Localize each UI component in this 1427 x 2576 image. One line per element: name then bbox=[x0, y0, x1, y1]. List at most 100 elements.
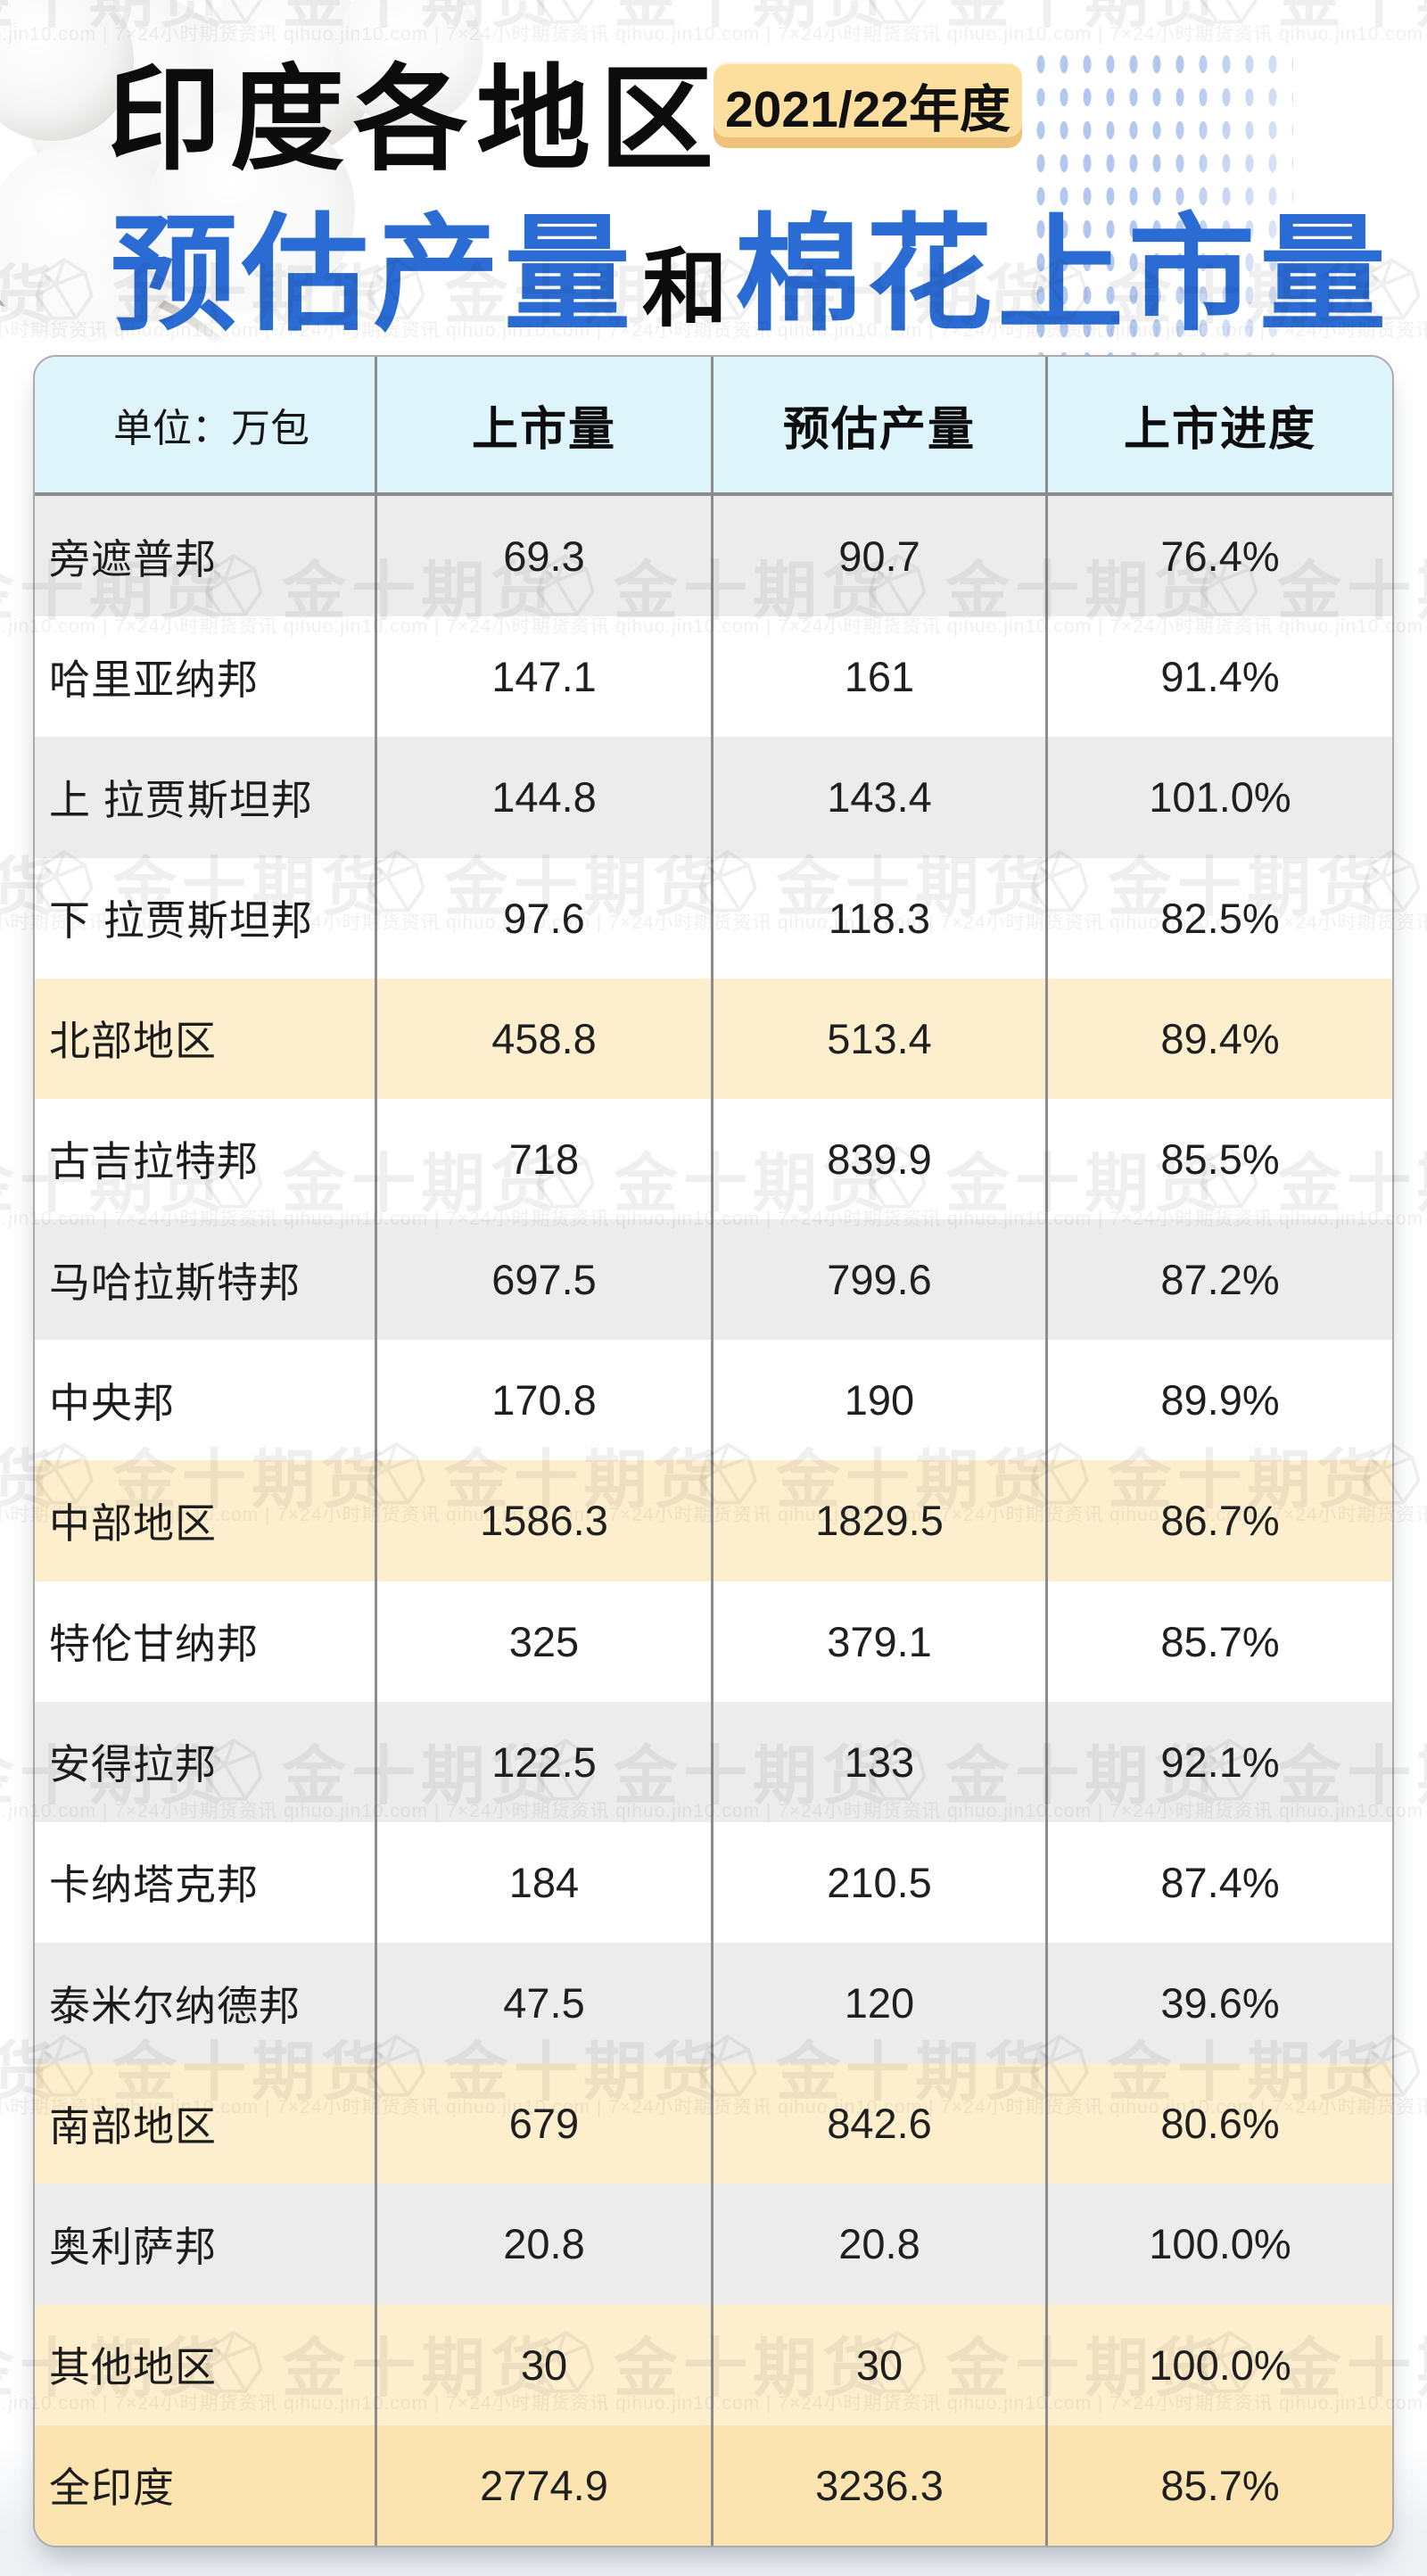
listed-value: 325 bbox=[375, 1581, 711, 1702]
region-name: 马哈拉斯特邦 bbox=[49, 1259, 301, 1306]
table-row: 古吉拉特邦 718 839.9 85.5% bbox=[35, 1098, 1392, 1220]
region-name: 上 拉贾斯坦邦 bbox=[49, 776, 313, 823]
table-row: 中央邦 170.8 190 89.9% bbox=[35, 1340, 1392, 1461]
table-row: 哈里亚纳邦 147.1 161 91.4% bbox=[35, 616, 1392, 738]
progress-value: 85.5% bbox=[1045, 1098, 1392, 1220]
estimated-value: 161 bbox=[711, 616, 1045, 738]
page-title-line1: 印度各地区 bbox=[107, 57, 723, 184]
progress-value: 89.4% bbox=[1045, 978, 1392, 1099]
listed-value: 30 bbox=[375, 2304, 711, 2425]
watermark-brand-text: 金十期货 bbox=[945, 0, 1225, 36]
estimated-value: 799.6 bbox=[711, 1219, 1045, 1341]
column-header-estimated: 预估产量 bbox=[711, 357, 1045, 492]
region-name: 旁遮普邦 bbox=[49, 535, 217, 582]
progress-value: 80.6% bbox=[1045, 2063, 1392, 2184]
season-badge: 2021/22年度 bbox=[714, 62, 1022, 148]
estimated-value: 1829.5 bbox=[711, 1460, 1045, 1581]
listed-value: 184 bbox=[375, 1821, 711, 1944]
data-table: 单位：万包 上市量 预估产量 上市进度 旁遮普邦 69.3 90.7 76.4%… bbox=[33, 355, 1394, 2547]
watermark-subtext: qihuo.jin10.com | 7×24小时期货资讯 bbox=[1279, 24, 1427, 45]
progress-value: 92.1% bbox=[1045, 1701, 1392, 1822]
title-part-cotton-arrivals: 棉花上市量 bbox=[735, 205, 1390, 346]
listed-value: 69.3 bbox=[375, 496, 711, 617]
estimated-value: 210.5 bbox=[711, 1821, 1045, 1944]
region-name: 中部地区 bbox=[49, 1499, 217, 1547]
brand-watermark: 金十期货 qihuo.jin10.com | 7×24小时期货资讯 bbox=[862, 0, 1273, 45]
column-header-listed: 上市量 bbox=[375, 357, 711, 492]
estimated-value: 379.1 bbox=[711, 1581, 1045, 1702]
progress-value: 85.7% bbox=[1045, 1581, 1392, 1702]
estimated-value: 143.4 bbox=[711, 737, 1045, 858]
listed-value: 47.5 bbox=[375, 1943, 711, 2064]
table-row: 泰米尔纳德邦 47.5 120 39.6% bbox=[35, 1943, 1392, 2064]
estimated-value: 20.8 bbox=[711, 2184, 1045, 2305]
estimated-value: 133 bbox=[711, 1701, 1045, 1822]
listed-value: 679 bbox=[375, 2063, 711, 2184]
listed-value: 147.1 bbox=[375, 616, 711, 738]
jin10-gem-icon bbox=[868, 0, 927, 23]
listed-value: 20.8 bbox=[375, 2184, 711, 2305]
region-name: 哈里亚纳邦 bbox=[49, 656, 259, 703]
table-row: 北部地区 458.8 513.4 89.4% bbox=[35, 978, 1392, 1099]
table-row: 下 拉贾斯坦邦 97.6 118.3 82.5% bbox=[35, 857, 1392, 978]
listed-value: 697.5 bbox=[375, 1219, 711, 1341]
region-name: 泰米尔纳德邦 bbox=[49, 1982, 301, 2029]
table-body: 旁遮普邦 69.3 90.7 76.4% 哈里亚纳邦 147.1 161 91.… bbox=[35, 496, 1392, 2546]
region-name: 安得拉邦 bbox=[49, 1741, 217, 1788]
table-row: 安得拉邦 122.5 133 92.1% bbox=[35, 1701, 1392, 1822]
region-name: 其他地区 bbox=[49, 2344, 217, 2391]
estimated-value: 513.4 bbox=[711, 978, 1045, 1099]
header-divider bbox=[35, 492, 1392, 496]
progress-value: 89.9% bbox=[1045, 1340, 1392, 1461]
region-name: 中央邦 bbox=[49, 1379, 175, 1426]
estimated-value: 842.6 bbox=[711, 2063, 1045, 2184]
progress-value: 86.7% bbox=[1045, 1460, 1392, 1581]
table-row: 卡纳塔克邦 184 210.5 87.4% bbox=[35, 1821, 1392, 1944]
listed-value: 144.8 bbox=[375, 737, 711, 858]
estimated-value: 120 bbox=[711, 1943, 1045, 2064]
table-row: 特伦甘纳邦 325 379.1 85.7% bbox=[35, 1581, 1392, 1702]
listed-value: 718 bbox=[375, 1098, 711, 1220]
estimated-value: 118.3 bbox=[711, 857, 1045, 978]
table-header: 单位：万包 上市量 预估产量 上市进度 bbox=[35, 357, 1392, 492]
cotton-photo bbox=[0, 0, 483, 353]
table-row: 马哈拉斯特邦 697.5 799.6 87.2% bbox=[35, 1219, 1392, 1341]
title-part-and: 和 bbox=[642, 242, 728, 337]
progress-value: 39.6% bbox=[1045, 1943, 1392, 2064]
unit-label: 单位：万包 bbox=[113, 407, 309, 450]
region-name: 全印度 bbox=[49, 2465, 175, 2512]
table-row: 南部地区 679 842.6 80.6% bbox=[35, 2063, 1392, 2184]
listed-value: 1586.3 bbox=[375, 1460, 711, 1581]
estimated-value: 90.7 bbox=[711, 496, 1045, 617]
region-name: 奥利萨邦 bbox=[49, 2223, 217, 2270]
estimated-value: 3236.3 bbox=[711, 2424, 1045, 2546]
listed-value: 2774.9 bbox=[375, 2424, 711, 2546]
cotton-bolls bbox=[0, 0, 483, 343]
region-name: 卡纳塔克邦 bbox=[49, 1862, 259, 1909]
estimated-value: 190 bbox=[711, 1340, 1045, 1461]
brand-watermark: 金十期货 qihuo.jin10.com | 7×24小时期货资讯 bbox=[1193, 0, 1427, 45]
column-header-progress: 上市进度 bbox=[1045, 357, 1392, 492]
progress-value: 101.0% bbox=[1045, 737, 1392, 858]
page-title-line2: 预估产量 和 棉花上市量 bbox=[111, 171, 1390, 355]
region-name: 北部地区 bbox=[49, 1018, 217, 1065]
listed-value: 170.8 bbox=[375, 1340, 711, 1461]
region-name: 古吉拉特邦 bbox=[49, 1138, 259, 1185]
region-name: 下 拉贾斯坦邦 bbox=[49, 897, 313, 945]
listed-value: 122.5 bbox=[375, 1701, 711, 1822]
table-row: 全印度 2774.9 3236.3 85.7% bbox=[35, 2424, 1392, 2546]
progress-value: 91.4% bbox=[1045, 616, 1392, 738]
watermark-subtext: qihuo.jin10.com | 7×24小时期货资讯 bbox=[947, 24, 1274, 45]
season-badge-label: 2021/22年度 bbox=[724, 81, 1011, 138]
table-row: 上 拉贾斯坦邦 144.8 143.4 101.0% bbox=[35, 737, 1392, 858]
table-row: 旁遮普邦 69.3 90.7 76.4% bbox=[35, 496, 1392, 617]
table-row: 中部地区 1586.3 1829.5 86.7% bbox=[35, 1460, 1392, 1581]
progress-value: 76.4% bbox=[1045, 496, 1392, 617]
progress-value: 82.5% bbox=[1045, 857, 1392, 978]
table-row: 奥利萨邦 20.8 20.8 100.0% bbox=[35, 2184, 1392, 2305]
estimated-value: 839.9 bbox=[711, 1098, 1045, 1220]
listed-value: 458.8 bbox=[375, 978, 711, 1099]
progress-value: 87.4% bbox=[1045, 1821, 1392, 1944]
table-row: 其他地区 30 30 100.0% bbox=[35, 2304, 1392, 2425]
